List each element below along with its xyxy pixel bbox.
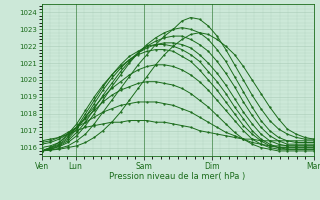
X-axis label: Pression niveau de la mer( hPa ): Pression niveau de la mer( hPa ): [109, 172, 246, 181]
